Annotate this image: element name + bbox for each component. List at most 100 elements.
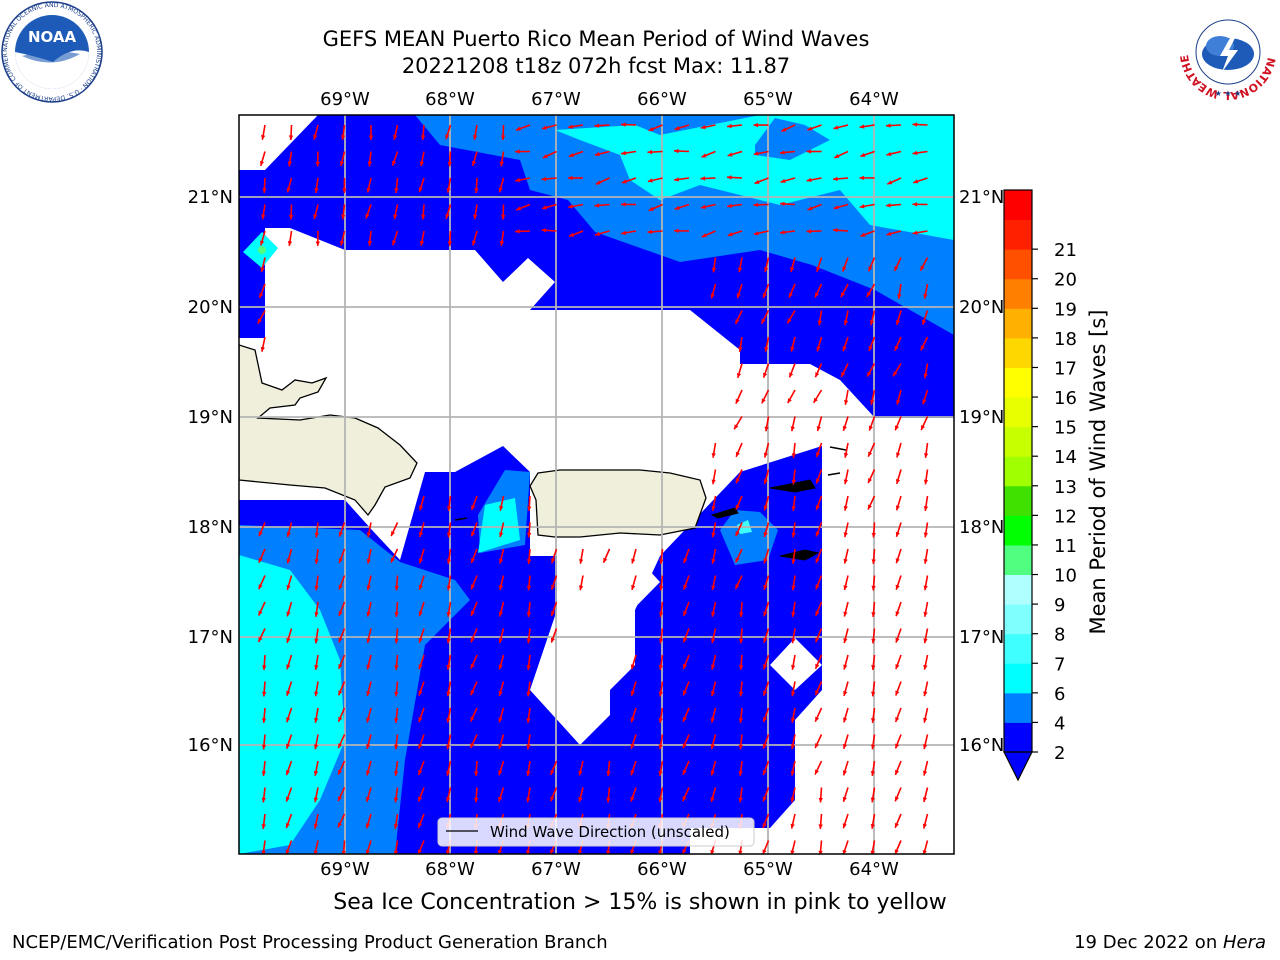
wave-arrow — [894, 787, 902, 802]
wave-arrow — [418, 177, 425, 193]
wave-arrow — [287, 230, 293, 246]
wave-arrow — [727, 150, 743, 157]
wave-arrow — [682, 654, 690, 670]
wave-arrow — [912, 202, 928, 207]
wave-arrow — [754, 177, 769, 185]
wave-arrow — [499, 230, 505, 246]
wave-arrow — [658, 601, 664, 617]
wave-arrow — [261, 813, 266, 829]
wave-arrow — [788, 363, 796, 378]
wave-arrow — [843, 601, 849, 617]
wave-arrow — [895, 495, 902, 511]
colorbar-swatch — [1004, 219, 1032, 250]
wave-arrow — [701, 230, 716, 238]
wave-arrow — [541, 203, 557, 210]
wave-arrow — [550, 760, 558, 776]
wave-arrow — [923, 575, 929, 591]
wave-arrow — [446, 760, 452, 776]
colorbar-swatch — [1004, 337, 1032, 368]
wave-arrow — [816, 336, 823, 352]
wave-arrow — [288, 124, 294, 141]
wave-arrow — [630, 734, 637, 749]
wave-arrow — [446, 628, 452, 644]
wave-arrow — [710, 787, 717, 803]
wave-arrow — [418, 654, 425, 670]
wave-arrow — [285, 734, 293, 749]
wave-arrow — [285, 840, 293, 854]
wave-arrow — [859, 175, 875, 181]
wave-arrow — [763, 601, 770, 617]
wave-arrow — [734, 310, 743, 325]
map-legend: Wind Wave Direction (unscaled) — [437, 817, 755, 847]
footer-date: 19 Dec 2022 on Hera — [1074, 932, 1266, 953]
wave-arrow — [470, 681, 478, 696]
lat-label-right: 16°N — [959, 735, 1004, 756]
wave-arrow — [762, 654, 770, 670]
wave-arrow — [342, 177, 347, 194]
wave-arrow — [366, 177, 372, 193]
wave-arrow — [418, 628, 425, 643]
wave-arrow — [868, 416, 876, 431]
wave-arrow — [257, 628, 266, 643]
wave-arrow — [261, 840, 266, 854]
wave-arrow — [843, 469, 849, 485]
wave-arrow — [594, 150, 610, 157]
wave-arrow — [568, 175, 583, 181]
wave-arrow — [313, 813, 319, 829]
wave-arrow — [843, 575, 849, 591]
wave-arrow — [738, 654, 744, 671]
wave-arrow — [261, 707, 267, 724]
wave-arrow — [338, 654, 346, 670]
lat-label-left: 16°N — [188, 735, 233, 756]
wave-arrow — [658, 787, 664, 803]
wave-arrow — [417, 760, 425, 776]
wave-arrow — [366, 601, 372, 617]
wave-arrow — [894, 416, 902, 431]
wave-arrow — [366, 522, 372, 538]
wave-arrow — [791, 575, 796, 591]
wave-arrow — [365, 813, 372, 829]
wave-arrow — [498, 601, 505, 617]
wave-arrow — [469, 707, 478, 722]
wave-arrow — [526, 734, 531, 750]
wave-arrow — [764, 416, 770, 432]
wave-arrow — [337, 707, 346, 723]
wave-arrow — [735, 495, 743, 511]
wave-arrow — [526, 760, 531, 776]
wave-arrow — [763, 548, 770, 564]
wave-arrow — [394, 628, 399, 644]
wave-arrow — [806, 177, 822, 183]
wave-arrow — [420, 124, 426, 141]
wave-arrow — [815, 469, 823, 484]
wave-arrow — [418, 548, 425, 564]
wave-arrow — [814, 283, 823, 298]
wave-arrow — [368, 125, 374, 140]
wave-arrow — [832, 228, 849, 233]
wave-arrow — [498, 177, 505, 193]
wave-arrow — [735, 442, 743, 458]
wave-arrow — [842, 760, 849, 776]
colorbar-tick-label: 9 — [1054, 595, 1065, 616]
colorbar-tick-label: 16 — [1054, 388, 1077, 409]
wave-arrow — [621, 177, 637, 184]
wave-arrow — [833, 203, 849, 210]
wave-arrow — [816, 416, 823, 432]
wave-arrow — [514, 229, 531, 234]
nw-green-spot — [258, 246, 266, 254]
wave-arrow — [682, 681, 690, 696]
wave-arrow — [648, 124, 663, 132]
wave-arrow — [674, 177, 690, 182]
wave-arrow — [923, 707, 929, 723]
wave-arrow — [313, 840, 319, 854]
wave-arrow — [790, 416, 796, 432]
wave-arrow — [394, 734, 399, 750]
wave-arrow — [815, 522, 823, 537]
footer-branch: NCEP/EMC/Verification Post Processing Pr… — [12, 932, 608, 953]
wave-arrow — [366, 575, 372, 591]
wave-arrow — [498, 734, 505, 750]
wave-arrow — [682, 601, 690, 617]
wave-arrow — [526, 787, 531, 803]
wave-arrow — [843, 310, 849, 326]
wave-arrow — [261, 734, 267, 750]
wave-arrow — [526, 654, 531, 670]
